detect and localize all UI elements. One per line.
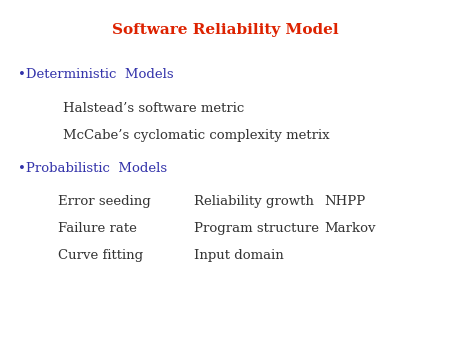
Text: •Probabilistic  Models: •Probabilistic Models	[18, 163, 167, 175]
Text: Markov: Markov	[324, 222, 375, 235]
Text: Halstead’s software metric: Halstead’s software metric	[63, 102, 244, 115]
Text: Error seeding: Error seeding	[58, 195, 151, 208]
Text: Failure rate: Failure rate	[58, 222, 137, 235]
Text: NHPP: NHPP	[324, 195, 365, 208]
Text: Program structure: Program structure	[194, 222, 319, 235]
Text: Input domain: Input domain	[194, 249, 283, 262]
Text: Curve fitting: Curve fitting	[58, 249, 144, 262]
Text: •Deterministic  Models: •Deterministic Models	[18, 68, 174, 81]
Text: McCabe’s cyclomatic complexity metrix: McCabe’s cyclomatic complexity metrix	[63, 129, 329, 142]
Text: Software Reliability Model: Software Reliability Model	[112, 23, 338, 38]
Text: Reliability growth: Reliability growth	[194, 195, 313, 208]
